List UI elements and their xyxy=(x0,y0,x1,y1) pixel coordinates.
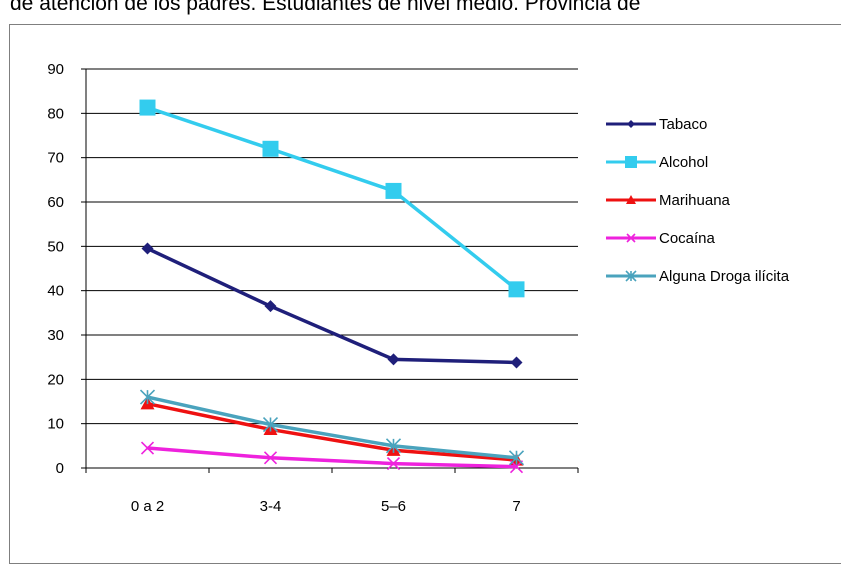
legend-label-1: Alcohol xyxy=(659,154,708,171)
legend-label-3: Cocaína xyxy=(659,230,716,247)
legend-marker-1 xyxy=(625,156,637,168)
y-tick-label-30: 30 xyxy=(47,327,64,344)
data-point-4-1 xyxy=(262,416,279,433)
data-point-1-0 xyxy=(139,99,156,116)
figure-caption: de atención de los padres. Estudiantes d… xyxy=(10,0,641,15)
legend-label-4: Alguna Droga ilícita xyxy=(659,268,790,285)
x-tick-label-2: 5–6 xyxy=(381,498,406,515)
y-tick-label-20: 20 xyxy=(47,371,64,388)
data-point-3-2 xyxy=(386,457,401,471)
data-point-1-2 xyxy=(385,182,402,199)
data-point-4-3 xyxy=(508,450,525,466)
series-line-2 xyxy=(147,402,517,462)
data-point-4-2 xyxy=(385,438,402,454)
series-line-3 xyxy=(147,446,517,469)
data-point-0-3 xyxy=(510,356,523,369)
data-point-3-0 xyxy=(140,441,155,455)
data-point-0-0 xyxy=(141,242,154,255)
data-point-4-0 xyxy=(139,389,156,405)
legend-label-0: Tabaco xyxy=(659,116,707,133)
y-tick-label-80: 80 xyxy=(47,105,64,122)
y-tick-label-10: 10 xyxy=(47,416,64,433)
x-tick-label-0: 0 a 2 xyxy=(131,498,164,515)
x-tick-label-1: 3-4 xyxy=(260,498,282,515)
data-point-0-1 xyxy=(264,300,277,313)
x-tick-label-3: 7 xyxy=(512,498,520,515)
data-point-1-3 xyxy=(508,281,525,298)
series-line-1 xyxy=(146,105,518,291)
y-tick-label-40: 40 xyxy=(47,283,64,300)
y-tick-label-0: 0 xyxy=(56,460,64,477)
data-point-0-2 xyxy=(387,353,400,366)
y-tick-label-90: 90 xyxy=(47,61,64,78)
legend-label-2: Marihuana xyxy=(659,192,731,209)
data-point-3-1 xyxy=(263,451,278,465)
series-line-4 xyxy=(147,395,517,460)
y-tick-label-60: 60 xyxy=(47,194,64,211)
y-tick-label-70: 70 xyxy=(47,150,64,167)
legend-marker-2 xyxy=(626,195,636,204)
data-point-1-1 xyxy=(262,140,279,157)
legend-marker-0 xyxy=(627,120,635,128)
y-tick-label-50: 50 xyxy=(47,238,64,255)
legend-marker-4 xyxy=(625,270,637,282)
legend-marker-3 xyxy=(626,233,636,243)
series-line-0 xyxy=(146,246,517,365)
line-chart: 0 10 20 30 40 50 60 70 80 90 0 a 2 3-4 5–6 7 Tabaco Alc… xyxy=(47,61,790,515)
